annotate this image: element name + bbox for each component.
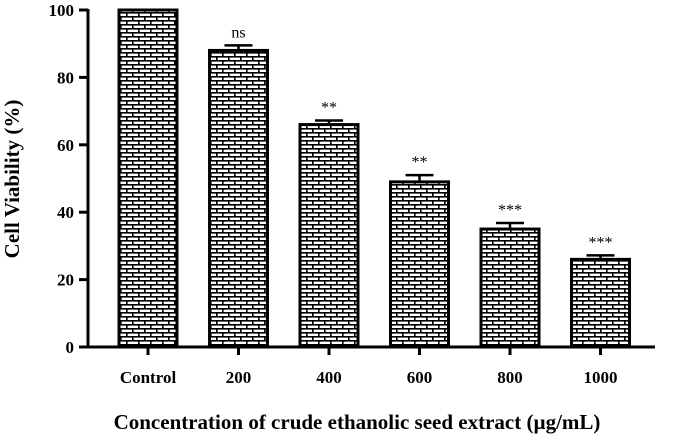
bar-600 (389, 180, 450, 349)
x-tick-label: 200 (226, 368, 252, 387)
y-tick-label: 20 (57, 271, 74, 290)
bar-800 (479, 227, 541, 349)
significance-label: *** (589, 234, 613, 251)
y-tick-label: 100 (49, 1, 75, 20)
bar-200 (208, 48, 269, 349)
labels: 0 20 40 60 80 100 Control ns 200 ** 400 ** 600 *** 800… (49, 1, 618, 387)
y-tick-label: 0 (66, 338, 75, 357)
x-tick-label: 800 (497, 368, 523, 387)
x-tick-label: Control (120, 368, 177, 387)
significance-label: *** (498, 202, 522, 219)
bars (117, 8, 631, 349)
y-tick-label: 40 (57, 203, 74, 222)
bar-control (117, 8, 179, 349)
x-tick-label: 600 (407, 368, 433, 387)
x-axis-title: Concentration of crude ethanolic seed ex… (114, 410, 601, 434)
significance-label: ** (412, 154, 428, 171)
significance-label: ns (231, 24, 245, 41)
significance-label: ** (321, 100, 337, 117)
bar-400 (298, 123, 360, 349)
y-tick-label: 60 (57, 136, 74, 155)
x-tick-label: 400 (316, 368, 342, 387)
y-axis-title: Cell Viability (%) (0, 100, 24, 259)
x-tick-label: 1000 (584, 368, 618, 387)
y-tick-label: 80 (57, 68, 74, 87)
bar-1000 (570, 257, 631, 349)
